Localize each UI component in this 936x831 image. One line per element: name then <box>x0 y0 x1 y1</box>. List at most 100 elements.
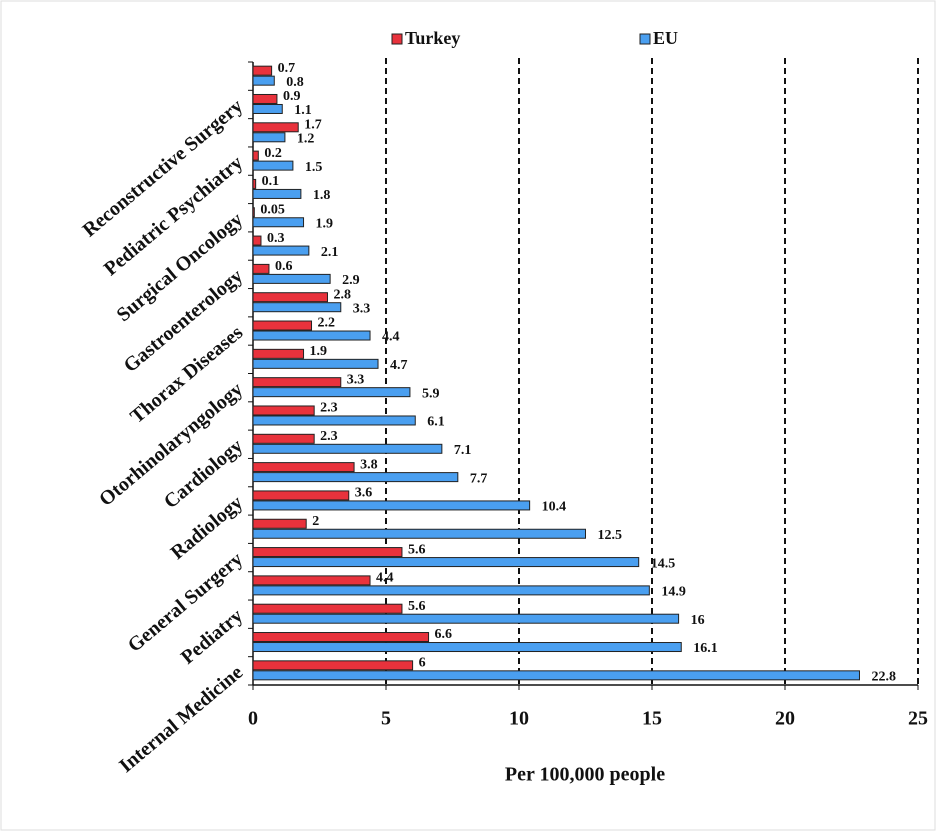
bar <box>252 518 307 529</box>
value-label: 0.6 <box>275 259 293 274</box>
value-label: 6 <box>419 656 426 671</box>
value-label: 7.1 <box>454 443 472 458</box>
value-label: 16.1 <box>693 641 718 656</box>
value-label: 1.5 <box>305 160 323 175</box>
bar <box>252 178 257 189</box>
bar <box>252 472 459 483</box>
x-tick-label: 15 <box>642 708 662 730</box>
bar <box>252 660 414 671</box>
value-label: 0.7 <box>278 61 296 76</box>
bar <box>252 292 328 303</box>
bar <box>252 500 531 511</box>
bar <box>252 330 371 341</box>
legend-swatch <box>391 33 403 45</box>
legend-label: Turkey <box>405 28 460 48</box>
value-label: 2.1 <box>321 245 339 260</box>
bar <box>252 585 650 596</box>
bar <box>252 443 443 454</box>
x-axis-label: Per 100,000 people <box>505 764 665 786</box>
bar <box>252 302 342 313</box>
bar <box>252 547 403 558</box>
value-label: 2.3 <box>320 401 338 416</box>
value-label: 0.1 <box>262 174 280 189</box>
bar <box>252 132 286 143</box>
x-tick-label: 20 <box>775 708 795 730</box>
value-label: 1.7 <box>304 118 322 133</box>
bar <box>252 575 371 586</box>
value-label: 4.4 <box>376 571 394 586</box>
bar <box>252 75 275 86</box>
x-tick-label: 0 <box>248 708 258 730</box>
x-tick-label: 10 <box>509 708 529 730</box>
value-label: 2.9 <box>342 273 360 288</box>
bar <box>252 613 680 624</box>
bar <box>252 263 270 274</box>
value-label: 6.1 <box>427 415 445 430</box>
x-tick-label: 5 <box>381 708 391 730</box>
value-label: 4.7 <box>390 358 408 373</box>
value-label: 22.8 <box>871 670 896 685</box>
bar <box>252 207 255 218</box>
bar <box>252 217 305 228</box>
value-label: 1.8 <box>313 188 331 203</box>
bar <box>252 320 313 331</box>
bar <box>252 528 586 539</box>
value-label: 0.3 <box>267 231 285 246</box>
bar <box>252 632 430 643</box>
bar <box>252 642 682 653</box>
bar <box>252 670 860 681</box>
value-label: 3.3 <box>353 301 371 316</box>
legend-label: EU <box>653 28 678 48</box>
value-label: 14.5 <box>651 556 676 571</box>
value-label: 3.3 <box>347 372 365 387</box>
bar <box>252 245 310 256</box>
value-label: 0.2 <box>264 146 282 161</box>
bar <box>252 65 273 76</box>
value-label: 0.8 <box>286 75 304 90</box>
value-label: 3.6 <box>355 486 373 501</box>
value-label: 10.4 <box>542 500 567 515</box>
value-label: 1.1 <box>294 103 312 118</box>
value-label: 1.9 <box>310 344 328 359</box>
bar <box>252 160 294 171</box>
bar <box>252 273 331 284</box>
value-label: 0.9 <box>283 89 301 104</box>
bar <box>252 433 315 444</box>
value-label: 1.2 <box>297 132 315 147</box>
value-label: 6.6 <box>435 627 453 642</box>
bar <box>252 188 302 199</box>
value-label: 2.8 <box>333 287 351 302</box>
legend-swatch <box>639 33 651 45</box>
value-label: 0.05 <box>260 202 285 217</box>
value-label: 12.5 <box>598 528 623 543</box>
value-label: 7.7 <box>470 471 488 486</box>
bar <box>252 377 342 388</box>
bar <box>252 387 411 398</box>
value-label: 2.2 <box>318 316 336 331</box>
value-label: 4.4 <box>382 330 400 345</box>
value-label: 5.9 <box>422 386 440 401</box>
bar <box>252 93 278 104</box>
bar <box>252 462 355 473</box>
bar <box>252 122 299 133</box>
bar <box>252 415 416 426</box>
value-label: 2.3 <box>320 429 338 444</box>
value-label: 3.8 <box>360 457 378 472</box>
value-label: 16 <box>691 613 705 628</box>
value-label: 5.6 <box>408 542 426 557</box>
bar <box>252 348 305 359</box>
bar <box>252 358 379 369</box>
bar <box>252 103 283 114</box>
x-tick-label: 25 <box>908 708 928 730</box>
value-label: 5.6 <box>408 599 426 614</box>
value-label: 2 <box>312 514 319 529</box>
bar <box>252 235 262 246</box>
bar <box>252 150 259 161</box>
value-label: 14.9 <box>661 585 686 600</box>
bar <box>252 490 350 501</box>
bar <box>252 557 640 568</box>
bar <box>252 405 315 416</box>
bar <box>252 603 403 614</box>
